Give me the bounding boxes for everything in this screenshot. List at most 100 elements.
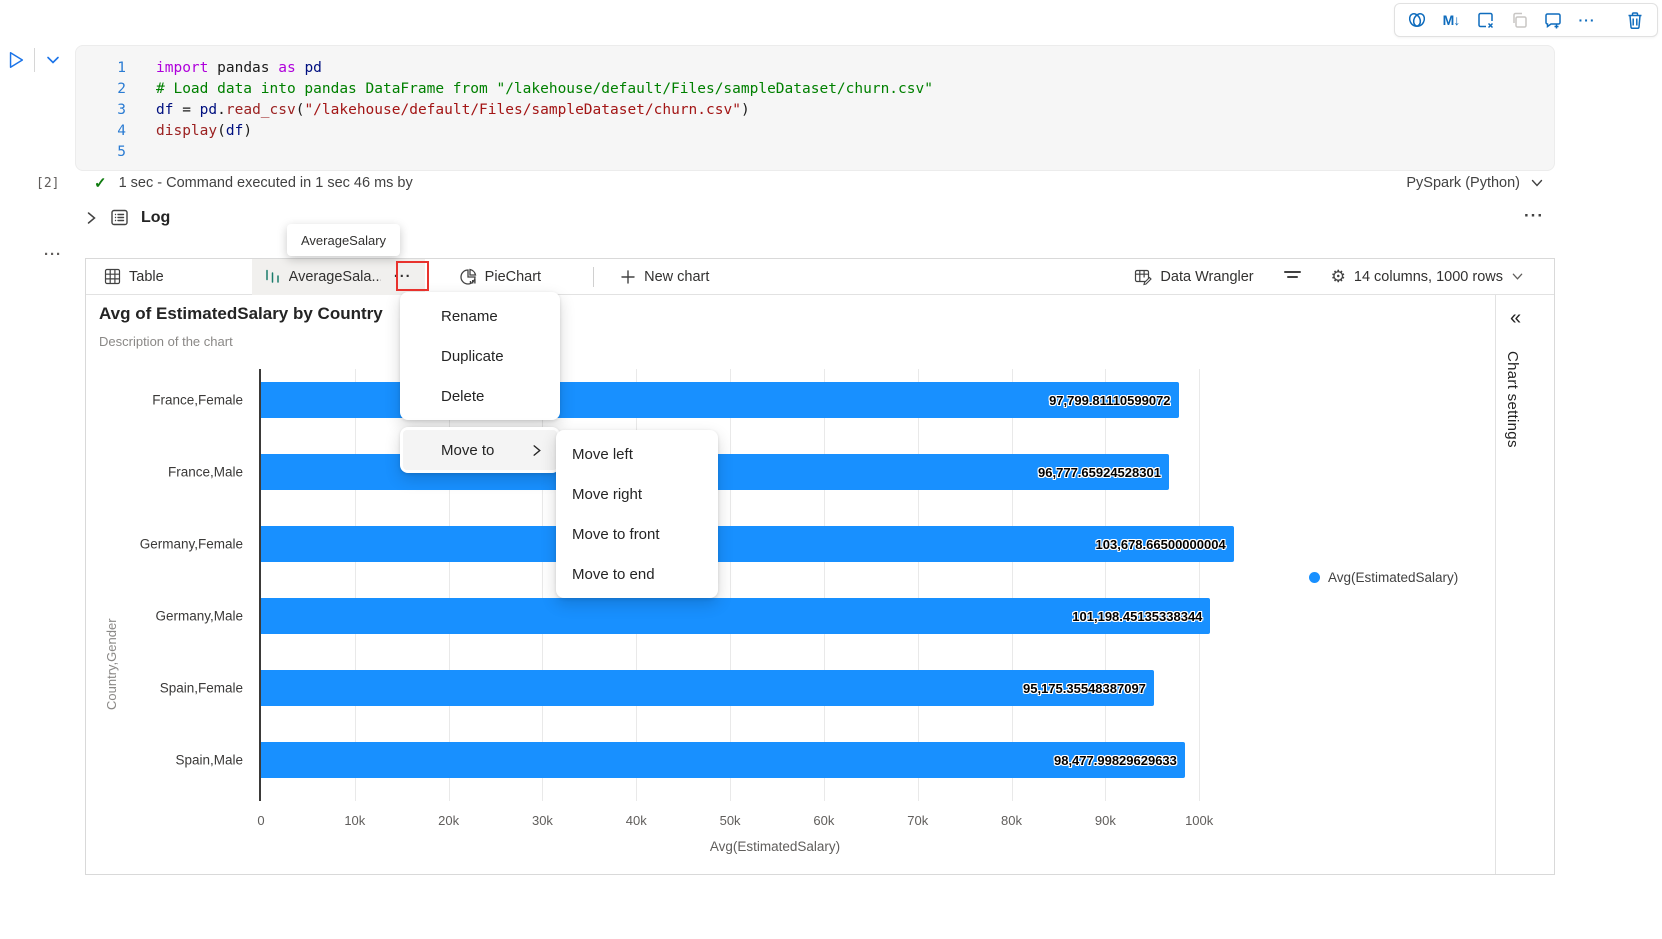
category-label: France,Male (167, 464, 243, 480)
code-lines: 1 import pandas as pd 2 # Load data into pa… (76, 58, 1554, 163)
copilot-icon[interactable] (1407, 10, 1427, 30)
bar-value-label: 95,175.35548387097 (1023, 680, 1146, 696)
comment-add-icon[interactable] (1543, 10, 1563, 30)
gridline (823, 369, 825, 801)
x-tick-label: 20k (438, 813, 460, 828)
bar[interactable]: 95,175.35548387097 (261, 670, 1154, 706)
plus-icon (621, 269, 635, 284)
gridline (730, 369, 732, 801)
delete-icon[interactable] (1625, 10, 1645, 30)
chart-settings-label[interactable]: Chart settings (1504, 351, 1521, 448)
run-options-chevron-icon[interactable] (43, 50, 63, 70)
chevron-down-icon (1512, 273, 1523, 280)
x-tick-label: 100k (1185, 813, 1214, 828)
bar[interactable]: 103,678.66500000004 (261, 526, 1234, 562)
x-tick-label: 60k (813, 813, 835, 828)
tab-tooltip: AverageSalary (287, 224, 401, 256)
gridline (1011, 369, 1013, 801)
log-more-button[interactable]: ··· (1524, 206, 1544, 225)
category-label: Germany,Female (139, 536, 243, 552)
pie-chart-icon (460, 268, 476, 285)
bar-value-label: 101,198.45135338344 (1072, 608, 1203, 624)
menu-item-move-to-end[interactable]: Move to end (572, 565, 655, 583)
x-tick-label: 10k (344, 813, 366, 828)
code-cell[interactable]: 1 import pandas as pd 2 # Load data into pa… (75, 45, 1555, 171)
bar-chart-icon (265, 269, 279, 283)
data-wrangler-icon (1135, 269, 1153, 285)
plot-area: 0 10k 20k 30k 40k 50k 60k 70k 80k 90k 100k France,F… (140, 369, 1291, 828)
chart-tab-bar: Table AverageSala... ··· PieChart (86, 258, 1554, 295)
code-line: 1 import pandas as pd (117, 60, 322, 76)
menu-item-move-to[interactable]: Move to (403, 430, 557, 470)
menu-item-delete[interactable]: Delete (441, 387, 485, 405)
chart-title: Avg of EstimatedSalary by Country (99, 304, 383, 323)
log-list-icon (111, 209, 128, 226)
x-tick-label: 50k (719, 813, 741, 828)
gridline (448, 369, 450, 801)
columns-rows-label: 14 columns, 1000 rows (1353, 268, 1503, 285)
gridline (1199, 369, 1201, 801)
code-line: 2 # Load data into pandas DataFrame from … (117, 81, 933, 97)
x-tick-label: 90k (1094, 813, 1116, 828)
execution-count: [2] (36, 176, 60, 191)
bar-value-label: 97,799.81110599072 (1049, 392, 1171, 408)
data-wrangler-label: Data Wrangler (1160, 268, 1254, 285)
y-axis-label: Country,Gender (104, 618, 119, 710)
filter-icon[interactable] (1283, 270, 1301, 283)
markdown-icon[interactable]: M↓ (1442, 12, 1461, 28)
columns-rows-selector[interactable]: ⚙ 14 columns, 1000 rows (1331, 268, 1524, 285)
kernel-label: PySpark (Python) (1406, 175, 1520, 191)
collapse-panel-icon[interactable]: « (1510, 307, 1522, 329)
clear-output-icon[interactable] (1475, 10, 1495, 30)
chevron-right-icon (533, 444, 541, 456)
divider (34, 48, 35, 72)
menu-item-rename[interactable]: Rename (441, 307, 498, 325)
chevron-down-icon (1531, 179, 1543, 187)
x-tick-label: 80k (1001, 813, 1023, 828)
bar-value-label: 96,777.65924528301 (1038, 464, 1161, 480)
x-tick-label: 40k (625, 813, 647, 828)
tab-bar-right: Data Wrangler ⚙ 14 columns, 1000 rows (1134, 268, 1524, 286)
tab-table[interactable]: Table (100, 259, 168, 295)
legend[interactable]: Avg(EstimatedSalary) (1309, 570, 1458, 585)
tab-piechart[interactable]: PieChart (455, 259, 545, 295)
move-to-submenu: Move left Move right Move to front Move … (556, 430, 718, 598)
more-icon[interactable]: ··· (1578, 12, 1596, 28)
tab-more-button[interactable]: ··· (393, 268, 412, 285)
status-text: 1 sec - Command executed in 1 sec 46 ms … (118, 175, 413, 191)
kernel-picker[interactable]: PySpark (Python) (1406, 175, 1544, 191)
log-section-header[interactable]: Log (84, 208, 170, 227)
tab-label: AverageSala... (288, 268, 381, 285)
cell-more-button[interactable]: ··· (44, 246, 62, 263)
output-panel: Table AverageSala... ··· PieChart (85, 258, 1555, 875)
menu-item-move-right[interactable]: Move right (572, 485, 643, 503)
run-cell-icon[interactable] (6, 50, 26, 70)
category-label: France,Female (152, 392, 243, 408)
menu-item-duplicate[interactable]: Duplicate (441, 347, 504, 365)
data-wrangler-button[interactable]: Data Wrangler (1134, 268, 1254, 286)
menu-item-move-left[interactable]: Move left (572, 445, 633, 463)
new-chart-label: New chart (644, 268, 710, 285)
category-label: Spain,Male (175, 752, 243, 768)
category-label: Spain,Female (159, 680, 243, 696)
bar-value-label: 98,477.99829629633 (1053, 752, 1177, 768)
success-check-icon: ✓ (94, 175, 107, 192)
bar[interactable]: 101,198.45135338344 (261, 598, 1211, 634)
menu-item-move-to-front[interactable]: Move to front (572, 525, 660, 543)
x-axis-label: Avg(EstimatedSalary) (709, 839, 841, 854)
legend-dot-icon (1309, 572, 1320, 583)
gridline (542, 369, 544, 801)
new-chart-button[interactable]: New chart (620, 269, 709, 285)
log-label: Log (141, 208, 171, 226)
cell-status: ✓ 1 sec - Command executed in 1 sec 46 m… (94, 174, 413, 192)
tab-context-menu: Rename Duplicate Delete (400, 292, 560, 420)
gear-icon: ⚙ (1330, 267, 1346, 286)
tab-label: Table (129, 268, 164, 285)
tab-label: PieChart (484, 268, 542, 285)
copy-icon (1509, 10, 1529, 30)
bar[interactable]: 97,799.81110599072 (261, 382, 1179, 418)
x-tick-label: 0 (257, 813, 265, 828)
bar[interactable]: 98,477.99829629633 (261, 742, 1185, 778)
tab-average-salary[interactable]: AverageSala... ··· (251, 258, 425, 295)
x-tick-label: 70k (907, 813, 929, 828)
